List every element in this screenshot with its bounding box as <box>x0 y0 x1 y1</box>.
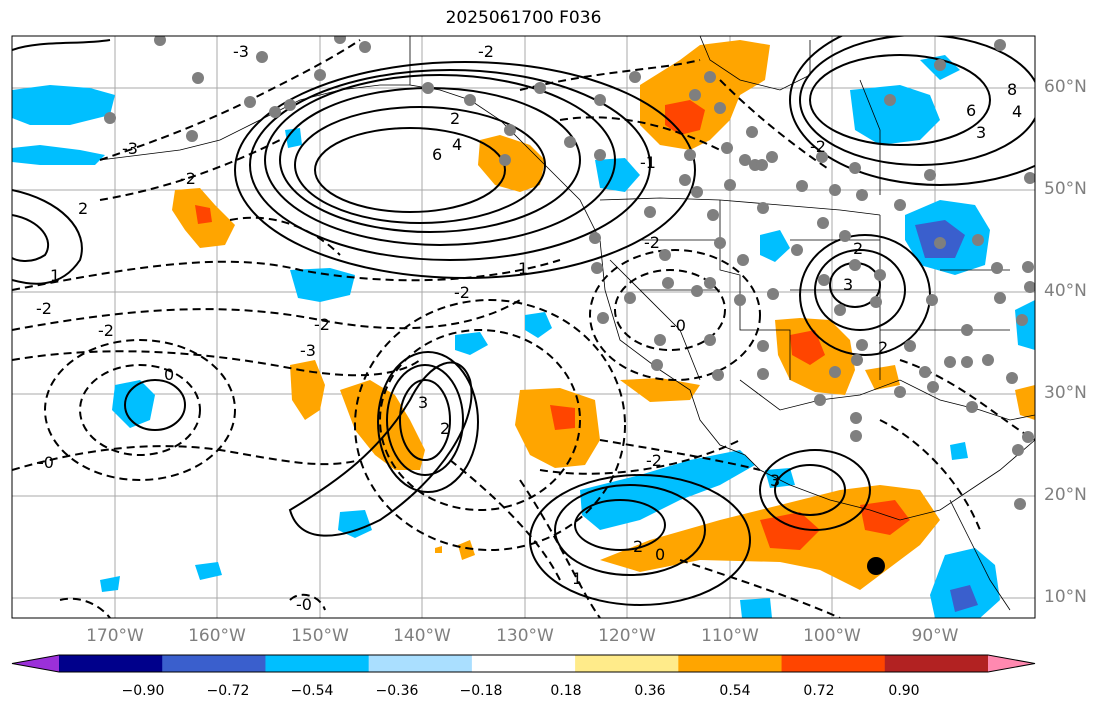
solid-contours <box>12 36 1035 606</box>
colorbar-tick-label: 0.90 <box>888 683 920 699</box>
station-dots <box>104 36 1035 510</box>
contour-label: -2 <box>478 42 494 61</box>
lat-label: 10°N <box>1044 587 1087 607</box>
contour-label: 2 <box>450 109 460 128</box>
lon-label: 150°W <box>291 626 349 646</box>
contour-label: 2 <box>878 338 888 357</box>
colorbar-tick-label: 0.36 <box>634 683 666 699</box>
contour-label: -2 <box>98 321 114 340</box>
contour-label: 3 <box>770 471 780 490</box>
contour-label: 3 <box>976 123 986 142</box>
contour-label: -2 <box>646 451 662 470</box>
map-frame <box>11 35 1036 619</box>
lon-label: 90°W <box>911 626 959 646</box>
colorbar-tick-label: −0.18 <box>459 683 503 699</box>
colorbar-segment <box>59 655 163 672</box>
contour-label: 8 <box>1007 80 1017 99</box>
lon-label: 110°W <box>701 626 759 646</box>
contour-labels: 6 4 2 3 2 1 0 8 6 4 3 2 3 2 3 2 1 2 0 1 … <box>36 42 1022 614</box>
contour-label: -0 <box>296 595 312 614</box>
lat-label: 50°N <box>1044 179 1087 199</box>
contour-label: -3 <box>300 341 316 360</box>
contour-label: -2 <box>36 299 52 318</box>
contour-label: 2 <box>633 537 643 556</box>
colorbar-segment <box>884 655 989 672</box>
colorbar-outline <box>11 654 1036 673</box>
contour-label: 4 <box>1012 102 1022 121</box>
lat-label: 20°N <box>1044 485 1087 505</box>
contour-label: 2 <box>853 239 863 258</box>
contour-label: 6 <box>966 101 976 120</box>
colorbar-segment <box>265 655 370 672</box>
contour-label: -1 <box>640 153 656 172</box>
contour-label: -2 <box>454 283 470 302</box>
lat-label: 60°N <box>1044 77 1087 97</box>
lon-label: 160°W <box>188 626 246 646</box>
lon-label: 170°W <box>86 626 144 646</box>
colorbar-segment <box>162 655 266 672</box>
colorbar <box>11 654 1036 673</box>
contour-label: 3 <box>843 275 853 294</box>
colorbar-tick-label: −0.36 <box>375 683 419 699</box>
colorbar-extend-max <box>988 655 1035 672</box>
contour-label: -2 <box>314 315 330 334</box>
contour-label: 6 <box>432 145 442 164</box>
contour-label: -3 <box>122 139 138 158</box>
contour-label: -2 <box>810 137 826 156</box>
contour-label: 0 <box>655 545 665 564</box>
lon-label: 140°W <box>393 626 451 646</box>
contour-label: 3 <box>418 393 428 412</box>
lon-label: 100°W <box>803 626 861 646</box>
contour-label: 0 <box>164 365 174 384</box>
contour-label: -3 <box>233 42 249 61</box>
contour-label: -0 <box>38 453 54 472</box>
colorbar-tick-label: −0.54 <box>290 683 334 699</box>
lat-label: 40°N <box>1044 281 1087 301</box>
contour-label: 1 <box>518 259 528 278</box>
colorbar-extend-min <box>12 655 59 672</box>
contour-label: 1 <box>572 569 582 588</box>
colorbar-tick-label: 0.18 <box>550 683 582 699</box>
marker-dot <box>867 557 885 575</box>
contour-label: 2 <box>440 419 450 438</box>
contour-label: 2 <box>78 199 88 218</box>
colorbar-segment <box>678 655 783 672</box>
colorbar-tick-label: −0.90 <box>121 683 165 699</box>
colorbar-segment <box>781 655 886 672</box>
contour-label: -0 <box>670 316 686 335</box>
lon-label: 120°W <box>598 626 656 646</box>
colorbar-tick-label: 0.54 <box>719 683 751 699</box>
colorbar-tick-label: −0.72 <box>206 683 250 699</box>
colorbar-segment <box>368 655 473 672</box>
lon-label: 130°W <box>496 626 554 646</box>
contour-label: -2 <box>180 169 196 188</box>
colorbar-segment <box>471 655 576 672</box>
contour-label: 4 <box>452 135 462 154</box>
lat-label: 30°N <box>1044 383 1087 403</box>
colorbar-segment <box>575 655 679 672</box>
contour-label: 1 <box>50 266 60 285</box>
page-title: 2025061700 F036 <box>445 8 602 28</box>
contour-label: -2 <box>644 233 660 252</box>
dashed-contours <box>12 39 1035 618</box>
colorbar-tick-label: 0.72 <box>803 683 835 699</box>
